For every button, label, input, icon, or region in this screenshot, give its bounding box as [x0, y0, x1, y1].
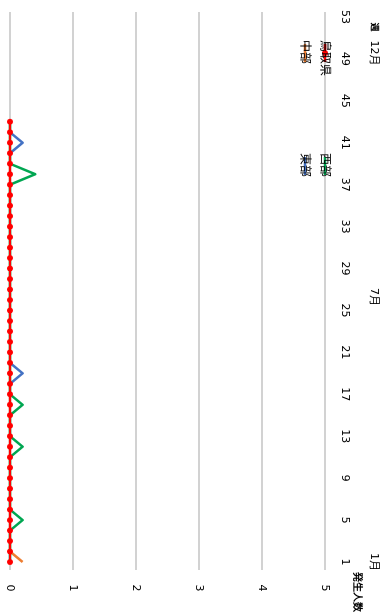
series-4-point-14 [7, 422, 13, 429]
x-tick-53: 53 [339, 10, 352, 24]
series-4-point-7 [7, 496, 13, 503]
series-4-point-21 [7, 349, 13, 356]
series-4-point-42 [7, 129, 13, 136]
series-4-point-11 [7, 454, 13, 461]
y-tick-0: 0 [4, 585, 17, 592]
series-4-point-16 [7, 401, 13, 408]
y-tick-5: 5 [319, 585, 332, 592]
series-4-point-22 [7, 338, 13, 345]
legend-label-2: 中部 [299, 40, 314, 64]
series-4-point-40 [7, 150, 13, 157]
series-4-point-29 [7, 265, 13, 272]
y-tick-3: 3 [193, 585, 206, 592]
series-4-point-20 [7, 359, 13, 366]
series-4-point-26 [7, 296, 13, 303]
x-tick-41: 41 [339, 136, 352, 150]
series-4-point-10 [7, 464, 13, 471]
x-tick-13: 13 [339, 429, 352, 443]
series-4-point-12 [7, 443, 13, 450]
series-4-point-9 [7, 475, 13, 482]
x-tick-9: 9 [339, 475, 352, 482]
month-label-2: 7月 [368, 288, 381, 306]
legend-marker-4 [322, 50, 328, 56]
series-4-point-1 [7, 559, 13, 565]
series-4-point-32 [7, 234, 13, 241]
x-axis-title: 週 [369, 22, 380, 32]
series-4-point-37 [7, 181, 13, 188]
series-4-point-33 [7, 223, 13, 230]
series-4-point-6 [7, 506, 13, 513]
series-4-point-15 [7, 412, 13, 419]
series-4-point-35 [7, 202, 13, 209]
series-4-point-36 [7, 192, 13, 199]
series-4-point-27 [7, 286, 13, 293]
x-tick-33: 33 [339, 220, 352, 234]
x-tick-29: 29 [339, 262, 352, 276]
series-4-point-17 [7, 391, 13, 398]
series-4-point-4 [7, 527, 13, 534]
x-tick-21: 21 [339, 345, 352, 359]
series-4-point-30 [7, 255, 13, 262]
x-tick-25: 25 [339, 303, 352, 317]
y-tick-1: 1 [67, 585, 80, 592]
x-tick-labels: 1 5 9 13 17 21 25 29 33 37 41 45 49 53 1月 7月 12月 [339, 10, 381, 571]
series-4-point-5 [7, 517, 13, 524]
series-4-point-39 [7, 160, 13, 167]
series-4-point-2 [7, 548, 13, 555]
y-tick-4: 4 [256, 585, 269, 592]
x-tick-5: 5 [339, 517, 352, 524]
month-label-3: 12月 [368, 41, 381, 66]
series-lines [7, 118, 37, 565]
x-tick-45: 45 [339, 94, 352, 108]
x-tick-17: 17 [339, 387, 352, 401]
legend-label-4: 鳥取県 [319, 40, 334, 76]
series-4-point-38 [7, 171, 13, 178]
y-tick-2: 2 [130, 585, 143, 592]
series-4-point-25 [7, 307, 13, 314]
series-4-point-41 [7, 139, 13, 146]
legend-label-1: 東部 [299, 153, 314, 177]
series-4-point-23 [7, 328, 13, 335]
series-4-point-43 [7, 118, 13, 125]
series-4-point-28 [7, 276, 13, 283]
month-label-1: 1月 [368, 553, 381, 571]
series-4-point-18 [7, 380, 13, 387]
series-4-point-3 [7, 538, 13, 545]
legend-label-3: 西部 [319, 153, 334, 177]
series-4-point-8 [7, 485, 13, 492]
series-4-point-34 [7, 213, 13, 220]
series-4-point-13 [7, 433, 13, 440]
x-tick-1: 1 [339, 559, 352, 566]
y-tick-labels: 0 1 2 3 4 5 [4, 585, 332, 592]
series-4-point-24 [7, 317, 13, 324]
x-tick-37: 37 [339, 178, 352, 192]
y-axis-title: 発生人数 [351, 571, 364, 613]
series-4-point-19 [7, 370, 13, 377]
x-tick-49: 49 [339, 52, 352, 66]
axis-labels: 発生人数 週 [351, 22, 380, 613]
series-4-point-31 [7, 244, 13, 251]
